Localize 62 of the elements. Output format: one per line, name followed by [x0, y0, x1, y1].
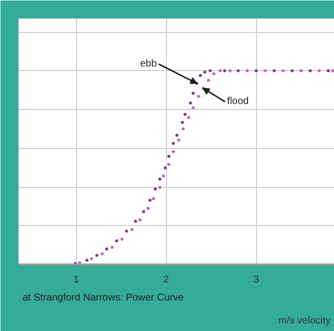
- point: [300, 69, 303, 72]
- point: [308, 69, 312, 72]
- point: [254, 69, 258, 72]
- point: [182, 127, 185, 130]
- point: [167, 163, 170, 166]
- point: [272, 69, 276, 72]
- point: [282, 69, 285, 72]
- point: [105, 248, 108, 250]
- point: [197, 94, 200, 98]
- point: [331, 69, 334, 72]
- point: [85, 258, 88, 262]
- point: [162, 174, 165, 178]
- point: [326, 69, 330, 72]
- text: ebb: [140, 58, 158, 70]
- point: [184, 112, 187, 116]
- point: [175, 134, 178, 137]
- text: flood: [227, 96, 249, 108]
- point: [223, 69, 226, 72]
- point: [152, 197, 156, 200]
- point: [125, 230, 128, 233]
- point: [318, 69, 321, 72]
- point: [172, 142, 175, 145]
- point: [206, 78, 210, 82]
- x-axis-title: m/s velocity: [278, 316, 331, 326]
- point: [192, 92, 195, 95]
- point: [158, 186, 162, 189]
- point: [138, 218, 142, 222]
- point: [187, 116, 190, 119]
- point: [208, 69, 212, 72]
- point: [290, 69, 294, 72]
- point: [177, 138, 180, 142]
- point: [167, 154, 170, 158]
- text: at Strangford Narrows: Power Curve: [22, 292, 184, 304]
- point: [130, 228, 134, 231]
- point: [172, 150, 175, 154]
- point: [95, 254, 98, 257]
- point: [198, 74, 202, 77]
- point: [228, 69, 232, 72]
- point: [246, 69, 249, 72]
- x-tick-label: 1: [73, 274, 80, 286]
- point: [115, 239, 118, 242]
- point: [264, 69, 267, 72]
- point: [158, 178, 162, 181]
- point: [90, 257, 93, 260]
- point: [212, 72, 216, 76]
- point: [100, 252, 104, 256]
- point: [218, 69, 222, 72]
- point: [110, 246, 114, 249]
- x-tick-label: 3: [253, 274, 260, 286]
- point: [188, 101, 192, 104]
- point: [146, 206, 150, 210]
- point: [154, 187, 157, 190]
- point: [120, 238, 124, 241]
- point: [203, 70, 206, 74]
- point: [148, 198, 152, 202]
- point: [164, 166, 167, 170]
- point: [134, 220, 138, 223]
- point: [180, 120, 184, 124]
- point: [142, 210, 146, 214]
- point: [192, 106, 195, 110]
- x-tick-label: 2: [163, 274, 170, 286]
- point: [236, 69, 240, 72]
